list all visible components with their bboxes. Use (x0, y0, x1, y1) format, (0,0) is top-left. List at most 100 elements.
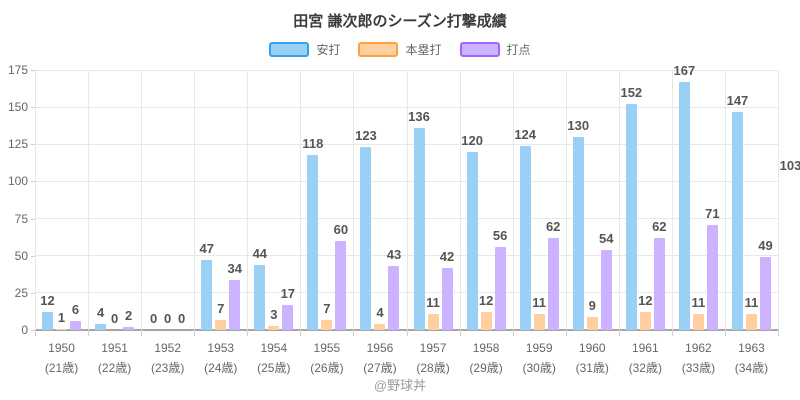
bar-安打-1957[interactable] (413, 127, 425, 330)
bar-value-label: 118 (302, 135, 324, 151)
chart-title: 田宮 謙次郎のシーズン打撃成績 (293, 13, 507, 30)
bar-安打-1954[interactable] (254, 264, 266, 330)
bar-打点-1963[interactable] (759, 257, 771, 330)
bar-value-label: 4 (96, 305, 105, 321)
bar-value-label: 4 (376, 305, 384, 321)
bar-打点-1950[interactable] (70, 321, 82, 330)
bar-安打-1950[interactable] (42, 312, 54, 330)
bar-value-label: 11 (532, 294, 547, 310)
bar-value-label: 12 (638, 293, 653, 309)
bar-安打-1953[interactable] (201, 260, 213, 330)
x-axis-age: (22歳) (97, 361, 132, 375)
bar-value-label: 56 (492, 227, 508, 243)
bar-打点-1957[interactable] (441, 267, 453, 330)
bar-安打-1955[interactable] (307, 154, 319, 330)
x-axis-year: 1952 (154, 341, 182, 355)
legend-swatch-icon (269, 42, 310, 57)
bar-value-label: 49 (758, 238, 773, 254)
x-axis-age: (26歳) (310, 361, 344, 375)
y-axis-tick-label: 150 (7, 100, 28, 115)
x-axis-tick (460, 330, 461, 336)
bar-打点-1959[interactable] (547, 237, 559, 330)
bar-本塁打-1950[interactable] (56, 328, 68, 330)
bar-安打-1951[interactable] (95, 324, 107, 330)
x-axis-category-label: 1961 (32歳) (629, 338, 662, 378)
x-axis-age: (32歳) (628, 361, 662, 375)
bar-value-label-offscreen: 103 (779, 157, 800, 173)
bar-打点-1951[interactable] (123, 327, 135, 330)
x-axis-year: 1958 (472, 341, 500, 355)
bar-打点-1960[interactable] (600, 249, 612, 330)
bar-安打-1963[interactable] (731, 111, 743, 330)
y-axis-tick-label: 0 (21, 323, 28, 337)
bar-安打-1959[interactable] (519, 145, 531, 330)
bar-本塁打-1956[interactable] (374, 324, 386, 330)
gridline-vertical (725, 70, 726, 330)
bar-打点-1953[interactable] (229, 279, 241, 330)
y-axis-tick (31, 107, 35, 109)
gridline-vertical (300, 70, 301, 330)
x-axis-tick (300, 330, 301, 336)
x-axis-tick (725, 330, 726, 336)
bar-本塁打-1953[interactable] (215, 319, 227, 330)
gridline-vertical (778, 70, 779, 330)
bar-本塁打-1963[interactable] (745, 313, 757, 330)
x-axis-year: 1956 (366, 341, 394, 355)
x-axis-category-label: 1963 (34歳) (735, 338, 768, 378)
bar-value-label: 62 (652, 218, 667, 234)
bar-本塁打-1959[interactable] (533, 313, 545, 330)
x-axis-age: (29歳) (469, 361, 503, 375)
legend-item-rbi[interactable]: 打点 (459, 41, 531, 58)
y-axis-tick (31, 70, 35, 71)
bar-本塁打-1962[interactable] (692, 313, 704, 330)
bar-打点-1954[interactable] (282, 304, 294, 330)
bar-安打-1961[interactable] (625, 104, 637, 330)
bar-本塁打-1960[interactable] (586, 316, 598, 330)
y-axis-tick (31, 255, 35, 257)
bar-value-label: 120 (461, 132, 483, 148)
x-axis-age: (34歳) (734, 361, 769, 375)
bar-打点-1962[interactable] (706, 224, 718, 330)
x-axis-tick (35, 330, 36, 336)
bar-value-label: 0 (164, 311, 172, 326)
bar-安打-1958[interactable] (466, 151, 478, 330)
bar-本塁打-1958[interactable] (480, 312, 492, 330)
x-axis-year: 1963 (738, 341, 765, 355)
bar-value-label: 6 (71, 302, 80, 318)
legend-item-hits[interactable]: 安打 (269, 41, 340, 58)
bar-value-label: 71 (705, 205, 720, 221)
bar-value-label: 44 (252, 245, 268, 261)
bar-value-label: 167 (673, 62, 696, 78)
x-axis-year: 1951 (101, 341, 128, 355)
bar-安打-1960[interactable] (572, 136, 584, 330)
bar-打点-1956[interactable] (388, 266, 400, 330)
y-axis-tick-label: 75 (14, 211, 28, 226)
bar-安打-1956[interactable] (360, 147, 372, 330)
gridline-vertical (88, 70, 89, 330)
x-axis-category-label: 1956 (27歳) (363, 338, 396, 378)
x-axis-age: (28歳) (416, 361, 450, 375)
x-axis-age: (33歳) (681, 361, 716, 375)
x-axis-year: 1953 (207, 341, 235, 355)
legend-label: 本塁打 (405, 43, 442, 57)
bar-打点-1961[interactable] (653, 237, 665, 330)
legend-item-homeruns[interactable]: 本塁打 (358, 41, 442, 58)
bar-value-label: 43 (386, 247, 402, 263)
bar-打点-1955[interactable] (335, 240, 347, 330)
bar-本塁打-1957[interactable] (427, 313, 439, 330)
bar-value-label: 7 (217, 300, 225, 316)
bar-打点-1958[interactable] (494, 246, 506, 330)
bar-安打-1962[interactable] (678, 81, 690, 330)
y-axis-tick (31, 181, 35, 183)
x-axis-category-label: 1952 (23歳) (151, 338, 184, 378)
x-axis-tick (407, 330, 408, 336)
x-axis-tick (566, 330, 567, 336)
x-axis-age: (30歳) (522, 361, 556, 375)
bar-本塁打-1954[interactable] (268, 325, 280, 330)
x-axis-category-label: 1955 (26歳) (310, 338, 343, 378)
bar-value-label: 60 (333, 221, 349, 237)
bar-本塁打-1961[interactable] (639, 312, 651, 330)
bar-本塁打-1955[interactable] (321, 319, 333, 330)
y-axis-tick-label: 125 (7, 137, 28, 152)
x-axis-tick (247, 330, 248, 336)
